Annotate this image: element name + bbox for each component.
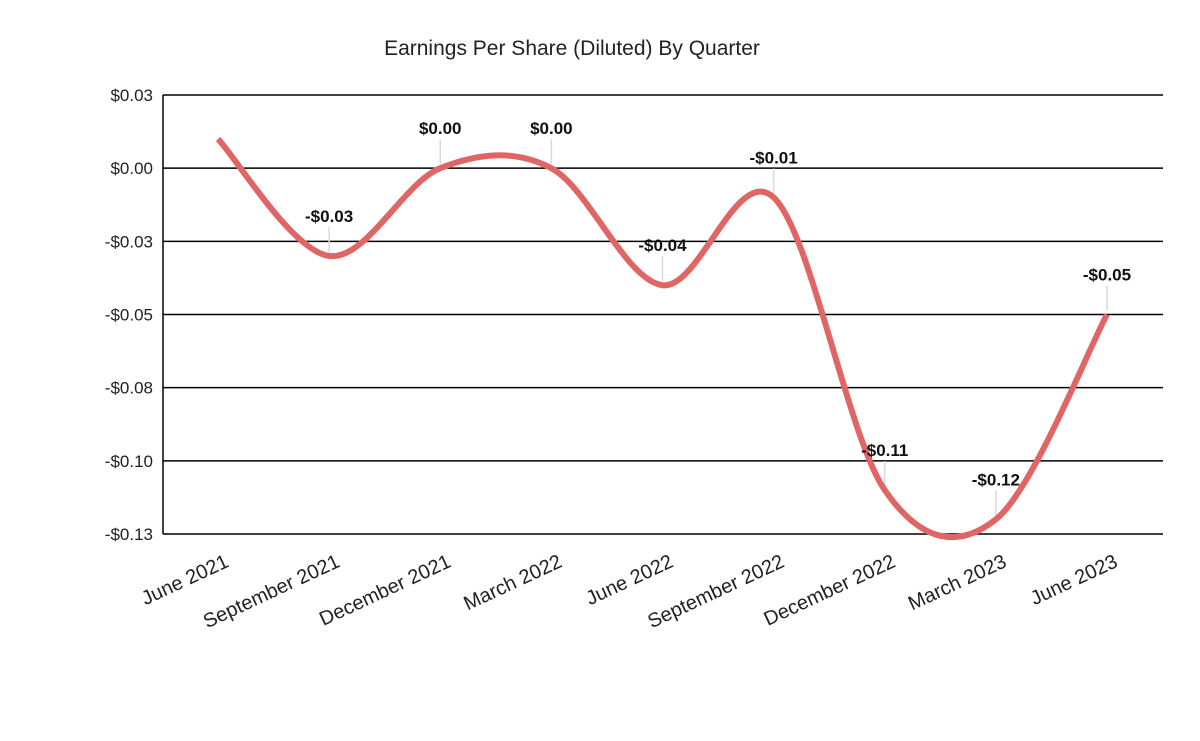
data-label: -$0.12	[972, 470, 1020, 489]
y-axis-ticks: $0.03 $0.00 -$0.03 -$0.05 -$0.08 -$0.10 -$0.13	[105, 86, 153, 544]
data-label: $0.00	[419, 119, 462, 138]
data-label: $0.00	[530, 119, 573, 138]
gridlines	[162, 94, 1163, 535]
y-tick-label: -$0.05	[105, 306, 153, 325]
data-label: -$0.04	[638, 236, 687, 255]
y-tick-label: -$0.13	[105, 525, 153, 544]
x-tick-label: June 2022	[583, 551, 677, 610]
data-label: -$0.03	[305, 207, 353, 226]
y-tick-label: $0.00	[110, 159, 153, 178]
x-tick-label: June 2021	[138, 551, 232, 610]
series-line	[215, 136, 1110, 541]
y-tick-label: -$0.10	[105, 452, 153, 471]
data-labels: -$0.03 $0.00 $0.00 -$0.04 -$0.01 -$0.11 -$0.12…	[305, 119, 1131, 489]
data-label: -$0.05	[1083, 266, 1131, 285]
data-label-leaders	[328, 139, 1108, 516]
y-tick-label: -$0.03	[105, 232, 153, 251]
chart-title: Earnings Per Share (Diluted) By Quarter	[384, 37, 760, 60]
x-tick-label: March 2023	[905, 551, 1010, 616]
y-tick-label: -$0.08	[105, 379, 153, 398]
series-lines	[215, 136, 1110, 541]
data-label: -$0.11	[861, 441, 908, 460]
y-tick-label: $0.03	[110, 86, 153, 105]
data-label: -$0.01	[750, 148, 798, 167]
x-tick-label: June 2023	[1027, 551, 1121, 610]
x-tick-label: March 2022	[460, 551, 565, 616]
